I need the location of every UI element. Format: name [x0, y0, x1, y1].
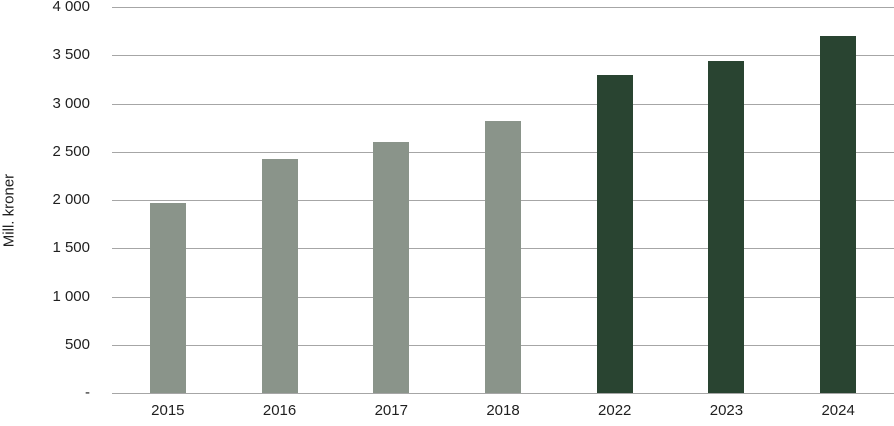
x-tick-label-2022: 2022: [598, 402, 632, 419]
gridline-3000: [112, 103, 894, 105]
y-tick-label-1500: 1 500: [52, 239, 90, 257]
y-tick-label-4000: 4 000: [52, 0, 90, 15]
bar-2017: [373, 142, 410, 393]
y-tick-label-2500: 2 500: [52, 142, 90, 160]
x-tick-label-2018: 2018: [486, 402, 520, 419]
gridline-0: [112, 393, 894, 394]
x-tick-label-2024: 2024: [821, 402, 855, 419]
x-axis-tick-labels: 2015 2016 2017 2018 2022 2023 2024: [0, 401, 894, 423]
bar-2024: [820, 36, 857, 393]
x-tick-label-2017: 2017: [374, 402, 408, 419]
bar-2015: [149, 202, 186, 393]
y-tick-label-500: 500: [64, 335, 90, 353]
bar-2018: [485, 121, 521, 393]
gridline-4000: [112, 7, 894, 8]
bar-2022: [596, 74, 633, 393]
x-tick-label-2015: 2015: [151, 402, 185, 419]
y-tick-label-1000: 1 000: [52, 287, 90, 305]
x-tick-label-2016: 2016: [262, 402, 297, 419]
y-tick-label-0: -: [85, 384, 90, 401]
y-axis-tick-labels: - 500 1 000 1 500 2 000 2 500 3 000 3 500 4 000: [0, 0, 90, 426]
bar-2023: [708, 60, 745, 393]
y-tick-label-2000: 2 000: [52, 191, 90, 208]
x-tick-label-2023: 2023: [709, 402, 744, 419]
gridline-3500: [112, 55, 894, 57]
y-tick-label-3000: 3 000: [52, 94, 90, 112]
bar-2016: [261, 158, 298, 393]
plot-area: [112, 7, 894, 394]
y-tick-label-3500: 3 500: [52, 46, 90, 64]
